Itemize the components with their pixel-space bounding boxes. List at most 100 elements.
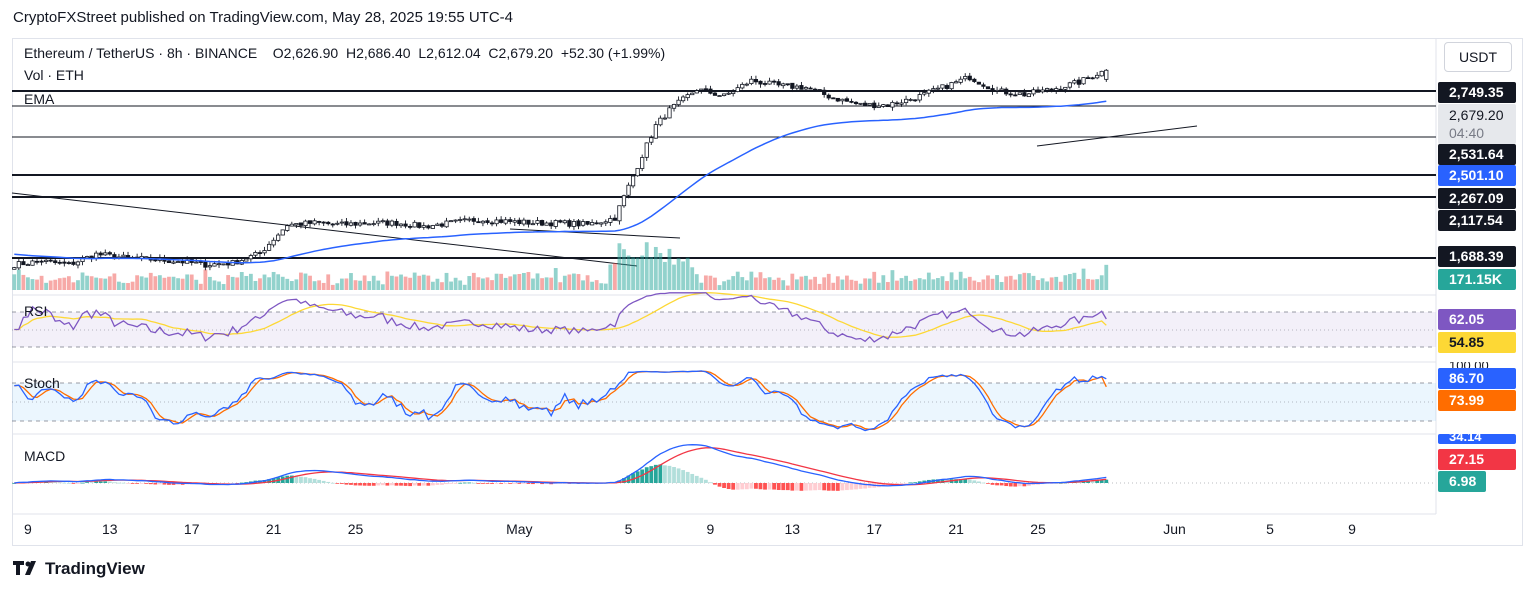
candle[interactable] (376, 217, 381, 227)
candle[interactable] (398, 223, 404, 229)
candle[interactable] (767, 77, 772, 85)
candle[interactable] (658, 115, 663, 127)
candle[interactable] (335, 220, 340, 226)
candle[interactable] (458, 216, 463, 223)
candle[interactable] (899, 99, 904, 107)
ema-legend[interactable]: EMA (24, 91, 55, 107)
candle[interactable] (1008, 91, 1013, 98)
candle[interactable] (462, 215, 467, 223)
candle[interactable] (976, 81, 981, 85)
volume-legend[interactable]: Vol · ETH (24, 67, 84, 83)
candle[interactable] (676, 96, 681, 107)
candle[interactable] (558, 219, 563, 224)
candle[interactable] (467, 216, 472, 223)
candle[interactable] (571, 219, 577, 230)
interval[interactable]: 8h (166, 45, 183, 61)
candle[interactable] (1017, 92, 1022, 95)
candle[interactable] (226, 259, 231, 269)
macd-pane-label[interactable]: MACD (24, 448, 66, 464)
candle[interactable] (981, 82, 986, 89)
candle[interactable] (740, 82, 745, 90)
candle[interactable] (1067, 81, 1072, 90)
candle[interactable] (626, 182, 631, 199)
candle[interactable] (526, 219, 531, 228)
candle[interactable] (881, 103, 886, 108)
candle[interactable] (1031, 87, 1036, 97)
stoch-pane-label[interactable]: Stoch (24, 375, 60, 391)
candle[interactable] (549, 219, 554, 230)
candle[interactable] (330, 223, 335, 228)
candle[interactable] (353, 221, 358, 229)
candle[interactable] (276, 232, 281, 242)
candle[interactable] (248, 253, 253, 262)
candle[interactable] (30, 259, 35, 266)
candle[interactable] (394, 218, 399, 229)
candle[interactable] (717, 95, 722, 97)
symbol-name[interactable]: Ethereum / TetherUS (24, 45, 155, 61)
candle[interactable] (262, 246, 267, 256)
candle[interactable] (371, 220, 376, 227)
candle[interactable] (608, 215, 613, 226)
candle[interactable] (244, 258, 249, 262)
range-trendline[interactable] (509, 228, 681, 239)
candle[interactable] (289, 221, 294, 227)
candle[interactable] (963, 73, 968, 82)
candle[interactable] (831, 97, 836, 100)
candle[interactable] (57, 259, 62, 265)
candle[interactable] (790, 82, 795, 93)
candle[interactable] (385, 218, 390, 229)
candle[interactable] (489, 220, 495, 227)
candle[interactable] (967, 72, 972, 82)
candle[interactable] (872, 100, 877, 111)
candle[interactable] (544, 221, 549, 226)
candle[interactable] (926, 88, 931, 97)
candle[interactable] (758, 80, 763, 88)
candle[interactable] (630, 175, 636, 189)
candle[interactable] (958, 76, 963, 85)
candle[interactable] (189, 257, 194, 266)
candlesticks[interactable] (12, 69, 1109, 271)
candle[interactable] (749, 75, 754, 86)
candle[interactable] (671, 103, 677, 112)
candle[interactable] (794, 83, 799, 92)
candle[interactable] (844, 96, 850, 102)
candle[interactable] (207, 262, 213, 271)
candle[interactable] (785, 83, 790, 86)
candle[interactable] (944, 83, 950, 91)
candle[interactable] (840, 98, 845, 105)
candle[interactable] (25, 263, 31, 266)
candle[interactable] (908, 98, 913, 102)
candle[interactable] (403, 220, 408, 229)
candle[interactable] (726, 90, 731, 96)
candle[interactable] (822, 87, 827, 98)
candle[interactable] (239, 258, 244, 266)
candle[interactable] (317, 220, 322, 226)
candle[interactable] (1085, 75, 1091, 79)
candle[interactable] (649, 135, 654, 145)
candle[interactable] (121, 251, 126, 258)
candle[interactable] (1076, 76, 1082, 88)
candle[interactable] (949, 81, 954, 91)
candle[interactable] (430, 224, 435, 229)
candle[interactable] (990, 84, 995, 95)
candle[interactable] (339, 218, 344, 226)
candle[interactable] (408, 224, 413, 230)
candle[interactable] (735, 84, 740, 93)
candle[interactable] (426, 224, 431, 230)
candle[interactable] (221, 263, 226, 266)
candle[interactable] (512, 217, 517, 226)
candle[interactable] (644, 142, 649, 161)
candle[interactable] (585, 221, 590, 226)
candle[interactable] (103, 249, 108, 256)
candle[interactable] (1022, 88, 1027, 97)
candle[interactable] (21, 257, 26, 266)
candle[interactable] (594, 220, 599, 225)
candle[interactable] (125, 251, 131, 258)
candle[interactable] (662, 114, 668, 120)
candle[interactable] (253, 250, 258, 258)
candle[interactable] (517, 217, 522, 226)
candle[interactable] (521, 217, 526, 227)
candle[interactable] (567, 218, 572, 229)
candle[interactable] (235, 258, 240, 265)
